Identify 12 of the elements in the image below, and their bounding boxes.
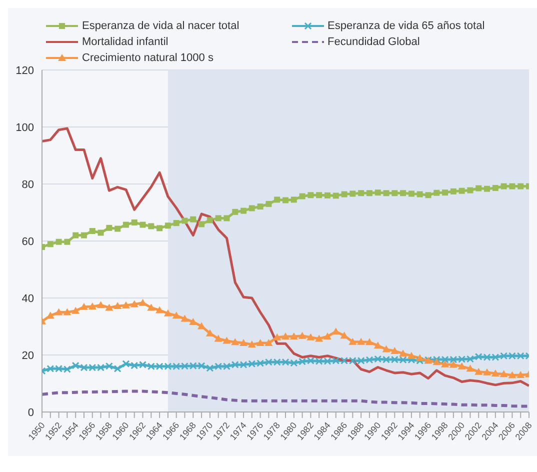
- legend-label: Fecundidad Global: [328, 36, 420, 48]
- legend-label: Mortalidad infantil: [82, 36, 168, 48]
- y-tick-label: 40: [22, 292, 34, 305]
- legend-label: Esperanza de vida al nacer total: [82, 20, 240, 32]
- y-tick-label: 80: [22, 178, 34, 191]
- y-tick-label: 120: [16, 64, 34, 77]
- y-tick-label: 0: [28, 406, 34, 419]
- legend-label: Esperanza de vida 65 años total: [328, 20, 485, 32]
- y-tick-label: 60: [22, 236, 34, 248]
- legend-label: Crecimiento natural 1000 s: [82, 52, 214, 64]
- y-tick-label: 100: [16, 122, 34, 134]
- y-tick-label: 20: [22, 350, 34, 362]
